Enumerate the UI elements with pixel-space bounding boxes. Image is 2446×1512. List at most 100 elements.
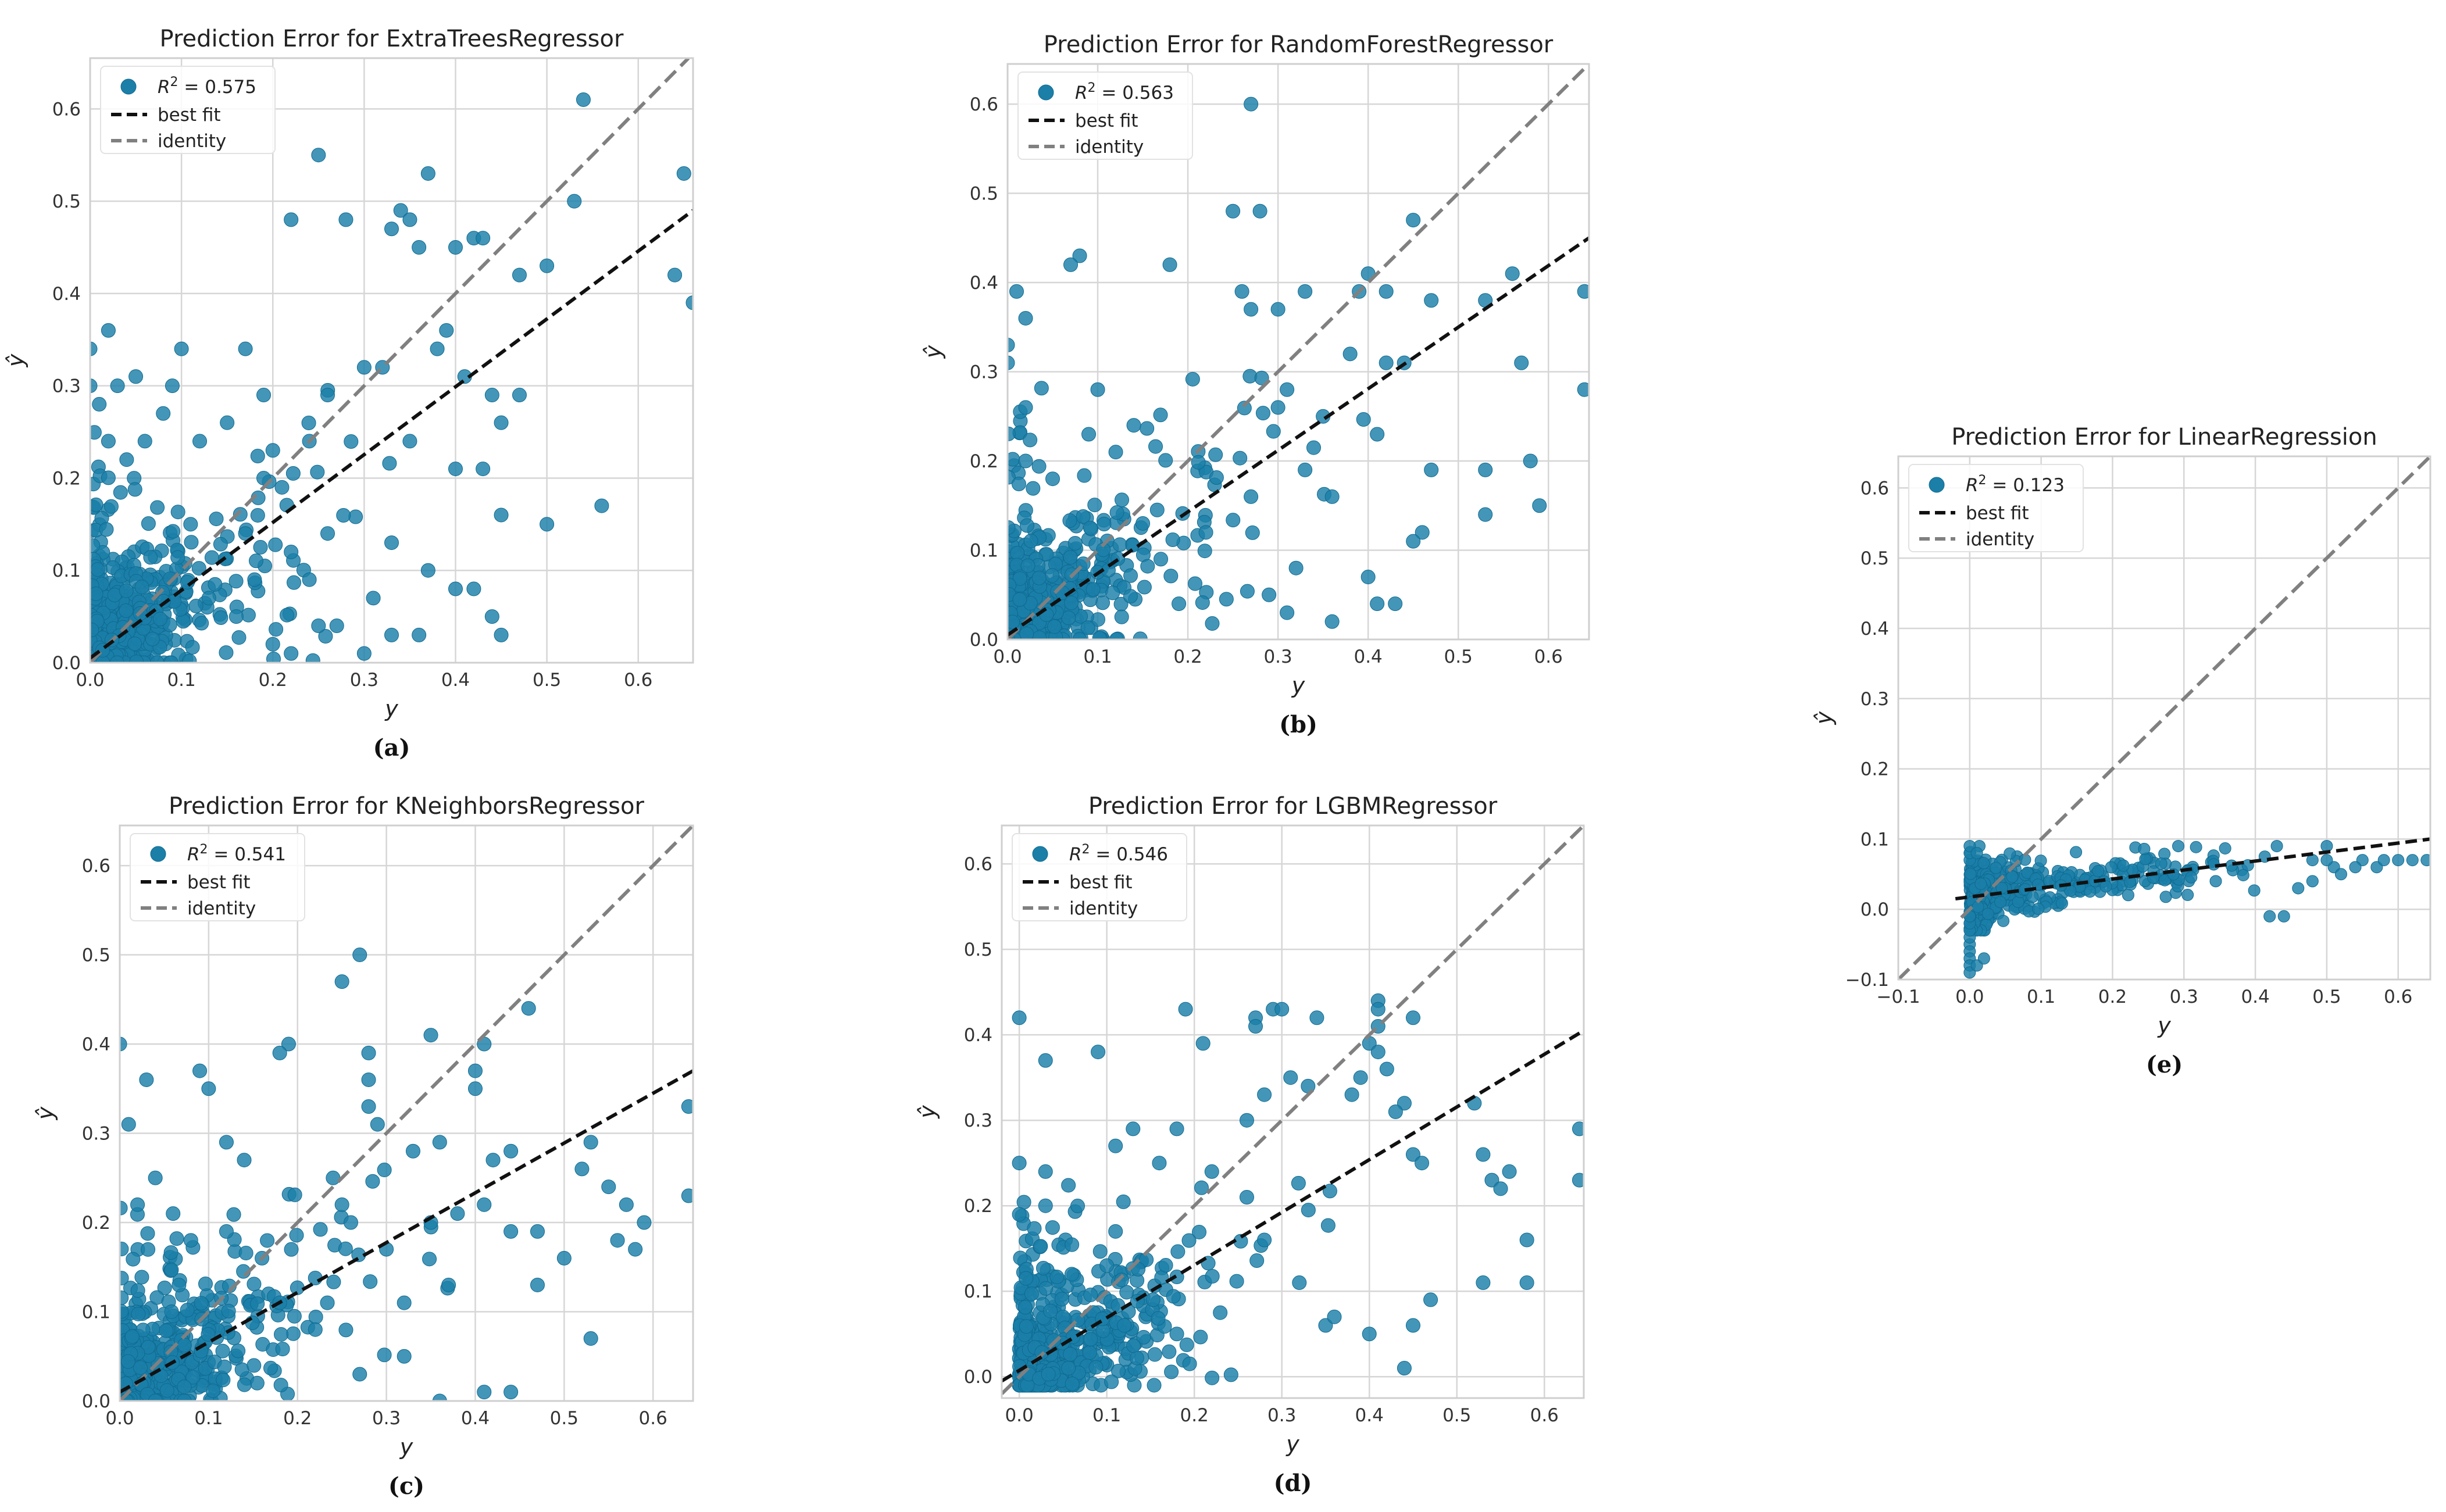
data-point xyxy=(1318,1318,1333,1333)
data-point xyxy=(521,1001,536,1016)
data-point xyxy=(1164,1364,1179,1379)
data-point xyxy=(1063,550,1078,565)
data-point xyxy=(1974,877,1987,890)
data-point xyxy=(263,1360,278,1375)
data-point xyxy=(2159,891,2172,903)
data-point xyxy=(1292,1275,1307,1291)
data-point xyxy=(1280,382,1295,397)
data-point xyxy=(1105,585,1120,600)
plot-frame xyxy=(1001,824,1585,1399)
data-point xyxy=(177,1393,192,1401)
data-point xyxy=(120,1271,129,1286)
data-point xyxy=(1087,498,1102,513)
data-point xyxy=(320,388,335,403)
data-point xyxy=(120,1291,129,1305)
data-point xyxy=(667,267,683,283)
data-point xyxy=(1123,568,1138,583)
x-tick-label: 0.2 xyxy=(2098,986,2127,1007)
x-tick-label: 0.5 xyxy=(550,1408,579,1429)
legend-best-fit-label: best fit xyxy=(187,872,251,893)
data-point xyxy=(121,1117,136,1132)
data-point xyxy=(1061,1361,1076,1376)
data-point xyxy=(583,1331,598,1346)
data-point xyxy=(1117,1318,1132,1333)
x-axis-label: y xyxy=(1286,1431,1299,1457)
x-tick-label: 0.6 xyxy=(1530,1405,1559,1426)
legend-best-fit-label: best fit xyxy=(1966,503,2029,524)
data-point xyxy=(1061,1178,1076,1193)
data-point xyxy=(2237,869,2249,882)
data-point xyxy=(432,1393,447,1401)
data-point xyxy=(266,651,281,663)
data-point xyxy=(338,1241,353,1256)
data-point xyxy=(1111,1363,1126,1378)
data-point xyxy=(1109,505,1124,520)
data-point xyxy=(90,562,105,577)
data-point xyxy=(567,194,582,209)
data-point xyxy=(1063,1347,1078,1362)
data-point xyxy=(124,1329,140,1344)
data-point xyxy=(311,618,326,633)
data-point xyxy=(530,1277,545,1292)
legend-identity-label: identity xyxy=(158,131,226,152)
data-point xyxy=(2117,859,2130,872)
data-point xyxy=(2225,859,2238,872)
data-point xyxy=(219,645,234,660)
y-tick-label: 0.4 xyxy=(970,273,998,294)
data-point xyxy=(1283,1070,1298,1085)
data-point xyxy=(676,166,691,181)
y-tick-label: 0.5 xyxy=(1861,548,1889,569)
data-point xyxy=(476,231,491,246)
data-point xyxy=(1572,1121,1584,1136)
data-point xyxy=(467,1081,483,1096)
x-tick-label: 0.2 xyxy=(259,670,287,691)
data-point xyxy=(320,1295,335,1310)
data-point xyxy=(1406,213,1421,228)
data-point xyxy=(215,1343,230,1359)
data-point xyxy=(432,1135,447,1150)
plot-d: 0.0 0.1 0.2 0.3 0.4 0.5 0.6 0.0 0.1 0.2 0.3 0.4 0.5 0… xyxy=(915,793,1585,1497)
data-point xyxy=(1977,857,1990,870)
data-point xyxy=(320,526,335,541)
data-point xyxy=(384,627,399,642)
data-point xyxy=(1108,1138,1123,1153)
data-point xyxy=(1344,1087,1359,1102)
data-point xyxy=(120,1354,135,1369)
legend-best-fit-label: best fit xyxy=(1069,872,1133,893)
data-point xyxy=(1532,498,1547,513)
x-axis-label: y xyxy=(384,696,398,721)
data-point xyxy=(134,1270,149,1285)
data-point xyxy=(238,1246,253,1261)
data-point xyxy=(135,1322,151,1338)
data-point xyxy=(402,434,417,449)
data-point xyxy=(512,388,527,403)
data-point xyxy=(377,1347,392,1363)
identity-line xyxy=(1008,64,1589,639)
data-point xyxy=(1009,284,1024,299)
data-point xyxy=(269,622,284,637)
data-point xyxy=(1008,355,1015,370)
data-point xyxy=(1523,453,1538,469)
data-point xyxy=(1126,1338,1141,1353)
data-point xyxy=(217,1359,232,1374)
data-point xyxy=(1322,1184,1337,1199)
x-tick-label: 0.2 xyxy=(1180,1405,1209,1426)
x-tick-label: 0.0 xyxy=(1005,1405,1033,1426)
data-point xyxy=(1195,595,1210,610)
data-point xyxy=(1298,462,1313,477)
data-point xyxy=(1109,632,1124,639)
data-point xyxy=(1301,1203,1316,1218)
data-point xyxy=(1152,1156,1167,1171)
data-point xyxy=(1397,1361,1412,1376)
y-tick-label: 0.4 xyxy=(52,284,81,305)
data-point xyxy=(247,1358,262,1373)
y-tick-label: 0.6 xyxy=(1861,478,1889,499)
plot-a: 0.0 0.1 0.2 0.3 0.4 0.5 0.6 0.0 0.1 0.2 0.3 0.4 0.5 0… xyxy=(3,26,694,762)
plot-frame xyxy=(89,57,694,664)
data-point xyxy=(2155,857,2168,870)
x-tick-label: 0.6 xyxy=(639,1408,667,1429)
y-tick-label: 0.3 xyxy=(1861,689,1889,710)
plot-c: 0.0 0.1 0.2 0.3 0.4 0.5 0.6 0.0 0.1 0.2 0.3 0.4 0.5 0… xyxy=(33,793,694,1500)
data-point xyxy=(1179,1337,1194,1352)
x-axis-label: y xyxy=(1291,673,1305,698)
